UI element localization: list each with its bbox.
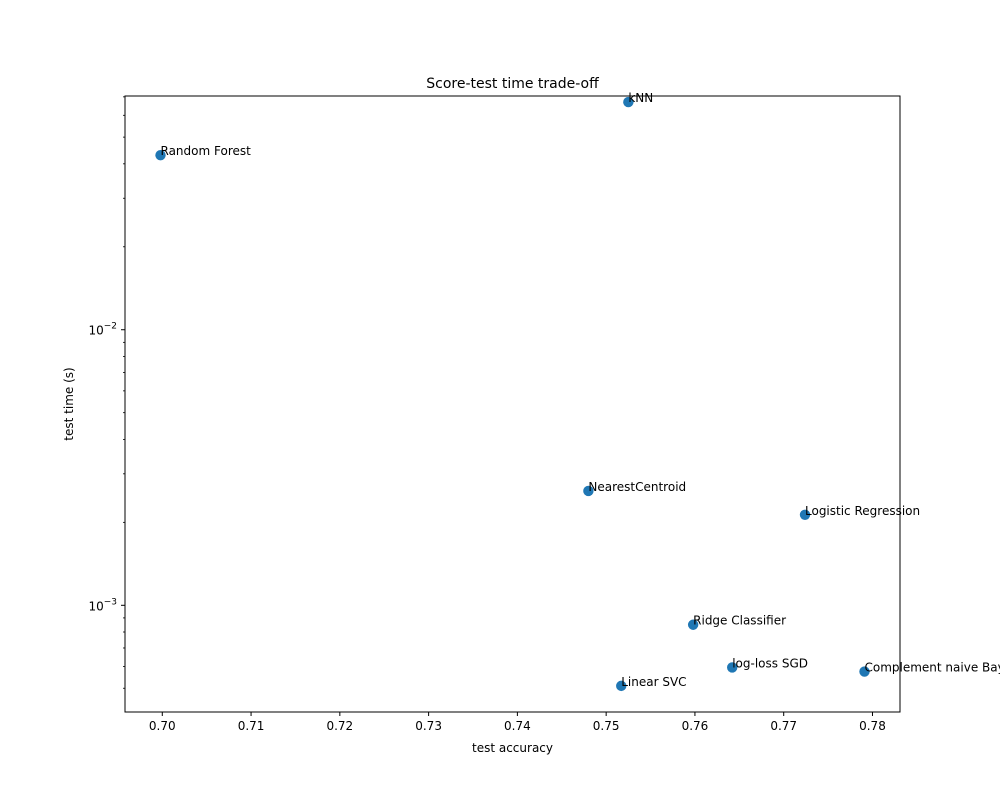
data-point bbox=[799, 509, 811, 521]
y-tick-label: 10−3 bbox=[88, 597, 117, 613]
data-point bbox=[687, 619, 699, 630]
x-tick-label: 0.76 bbox=[682, 719, 709, 733]
chart-title: Score-test time trade-off bbox=[426, 76, 599, 92]
point-label: Complement naive Bayes bbox=[864, 661, 1000, 675]
x-tick-label: 0.70 bbox=[149, 719, 176, 733]
axis-ticks: 0.70 0.71 0.72 0.73 0.74 0.75 0.76 0.77 0.78 10−3… bbox=[88, 96, 886, 733]
x-tick-label: 0.73 bbox=[415, 719, 442, 733]
x-tick-label: 0.72 bbox=[326, 719, 353, 733]
plot-frame bbox=[124, 95, 901, 713]
point-label: Linear SVC bbox=[621, 675, 686, 689]
point-labels: kNN Random Forest NearestCentroid Logistic … bbox=[161, 91, 1000, 689]
y-axis-label: test time (s) bbox=[62, 367, 76, 440]
x-tick-label: 0.74 bbox=[504, 719, 531, 733]
point-label: Ridge Classifier bbox=[693, 614, 786, 628]
data-point bbox=[583, 485, 594, 497]
x-axis-label: test accuracy bbox=[472, 741, 553, 755]
point-label: Random Forest bbox=[161, 144, 252, 158]
x-tick-label: 0.77 bbox=[770, 719, 797, 733]
point-label: NearestCentroid bbox=[588, 480, 686, 494]
x-tick-label: 0.75 bbox=[593, 719, 620, 733]
point-label: kNN bbox=[628, 91, 653, 105]
data-point bbox=[727, 662, 738, 673]
y-tick-label: 10−2 bbox=[88, 322, 117, 338]
x-tick-label: 0.71 bbox=[238, 719, 265, 733]
data-point bbox=[859, 666, 870, 677]
point-label: Logistic Regression bbox=[805, 504, 920, 518]
data-point bbox=[616, 680, 627, 692]
data-point bbox=[623, 96, 634, 108]
data-point bbox=[155, 149, 166, 161]
data-points bbox=[155, 96, 870, 692]
x-tick-label: 0.78 bbox=[859, 719, 886, 733]
point-label: log-loss SGD bbox=[732, 656, 808, 670]
